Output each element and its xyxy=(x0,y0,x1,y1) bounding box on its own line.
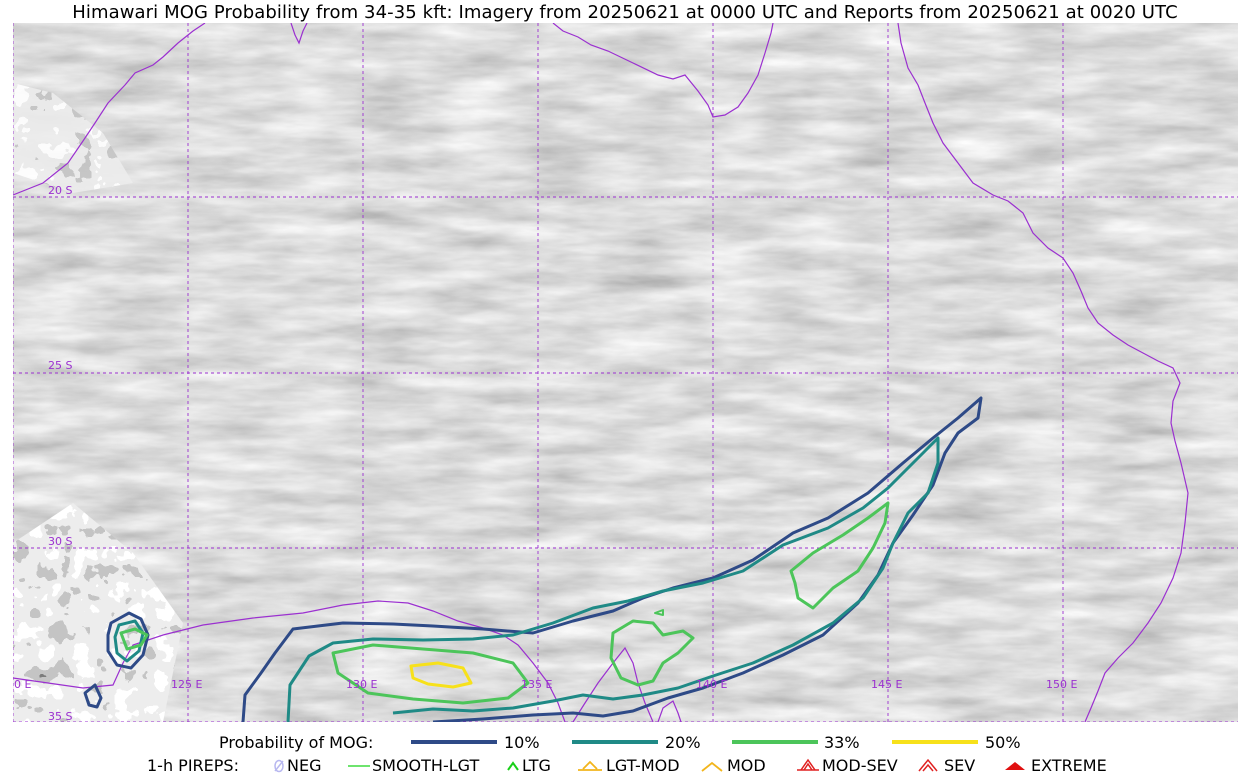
coastline-south-bight xyxy=(13,600,566,722)
contour-33-percent-speck xyxy=(654,609,664,616)
pirep-label-neg: NEG xyxy=(287,756,322,775)
pirep-legend-title: 1-h PIREPS: xyxy=(147,756,239,775)
satellite-map: 20 S 25 S 30 S 35 S 120 E 125 E 130 E 13… xyxy=(13,23,1238,722)
contour-10-percent-west xyxy=(106,611,150,670)
probability-legend: Probability of MOG: 10% 20% 33% 50% xyxy=(0,733,1250,755)
contour-20-percent-west xyxy=(113,619,145,663)
pirep-legend: 1-h PIREPS: NEG SMOOTH-LGT LTG LGT-MOD M… xyxy=(0,756,1250,778)
lon-label-145e: 145 E xyxy=(871,678,902,691)
lon-label-135e: 135 E xyxy=(521,678,552,691)
smooth-light-line-icon xyxy=(348,765,370,767)
coastline-southeast xyxy=(657,700,682,722)
ltg-caret-icon xyxy=(507,761,519,771)
pirep-label-extreme: EXTREME xyxy=(1031,756,1107,775)
mod-sev-double-caret-bar-icon xyxy=(797,758,819,771)
contour-10-percent xyxy=(241,396,983,722)
lat-label-25s: 25 S xyxy=(48,359,72,372)
pirep-label-mod-sev: MOD-SEV xyxy=(822,756,898,775)
legend-label-20: 20% xyxy=(665,733,701,752)
lon-label-140e: 140 E xyxy=(696,678,727,691)
legend-label-50: 50% xyxy=(985,733,1021,752)
lon-label-130e: 130 E xyxy=(346,678,377,691)
pirep-label-lgt-mod: LGT-MOD xyxy=(606,756,680,775)
legend-swatch-50 xyxy=(892,740,978,744)
graticule xyxy=(13,23,1238,722)
contour-33-percent-west xyxy=(119,627,149,651)
contour-33-percent-middle xyxy=(609,619,695,687)
extreme-filled-caret-icon xyxy=(1005,762,1025,770)
coastline-northwest xyxy=(13,23,206,196)
satellite-imagery xyxy=(13,23,1238,722)
pirep-label-smooth-lgt: SMOOTH-LGT xyxy=(372,756,480,775)
contour-33-percent-center xyxy=(331,643,530,705)
mog-contours xyxy=(83,396,983,722)
pirep-label-mod: MOD xyxy=(727,756,766,775)
map-title: Himawari MOG Probability from 34-35 kft:… xyxy=(72,2,1178,23)
lat-label-30s: 30 S xyxy=(48,535,72,548)
map-labels: 20 S 25 S 30 S 35 S 120 E 125 E 130 E 13… xyxy=(13,184,1077,722)
probability-legend-title: Probability of MOG: xyxy=(219,733,374,752)
pirep-label-sev: SEV xyxy=(944,756,976,775)
lgt-mod-caret-bar-icon xyxy=(578,760,602,771)
lon-label-150e: 150 E xyxy=(1046,678,1077,691)
legend-label-33: 33% xyxy=(824,733,860,752)
lat-label-35s: 35 S xyxy=(48,710,72,722)
neg-icon xyxy=(274,759,284,773)
coastline-east xyxy=(897,23,1189,722)
legend-swatch-33 xyxy=(732,740,818,744)
coastline-gulf xyxy=(552,23,774,118)
mod-caret-icon xyxy=(701,761,723,772)
lon-label-120e: 120 E xyxy=(13,678,31,691)
legend-swatch-20 xyxy=(572,740,658,744)
contour-20-percent xyxy=(286,436,940,722)
lon-label-125e: 125 E xyxy=(171,678,202,691)
contour-10-percent-small xyxy=(83,683,103,709)
map-svg: 20 S 25 S 30 S 35 S 120 E 125 E 130 E 13… xyxy=(13,23,1238,722)
legend-swatch-10 xyxy=(411,740,497,744)
coastline-north-inlet xyxy=(290,23,308,45)
contour-50-percent xyxy=(409,661,473,689)
lat-label-20s: 20 S xyxy=(48,184,72,197)
pirep-label-ltg: LTG xyxy=(522,756,551,775)
legend-label-10: 10% xyxy=(504,733,540,752)
sev-double-caret-icon xyxy=(918,758,938,772)
contour-33-percent-east xyxy=(789,501,890,610)
